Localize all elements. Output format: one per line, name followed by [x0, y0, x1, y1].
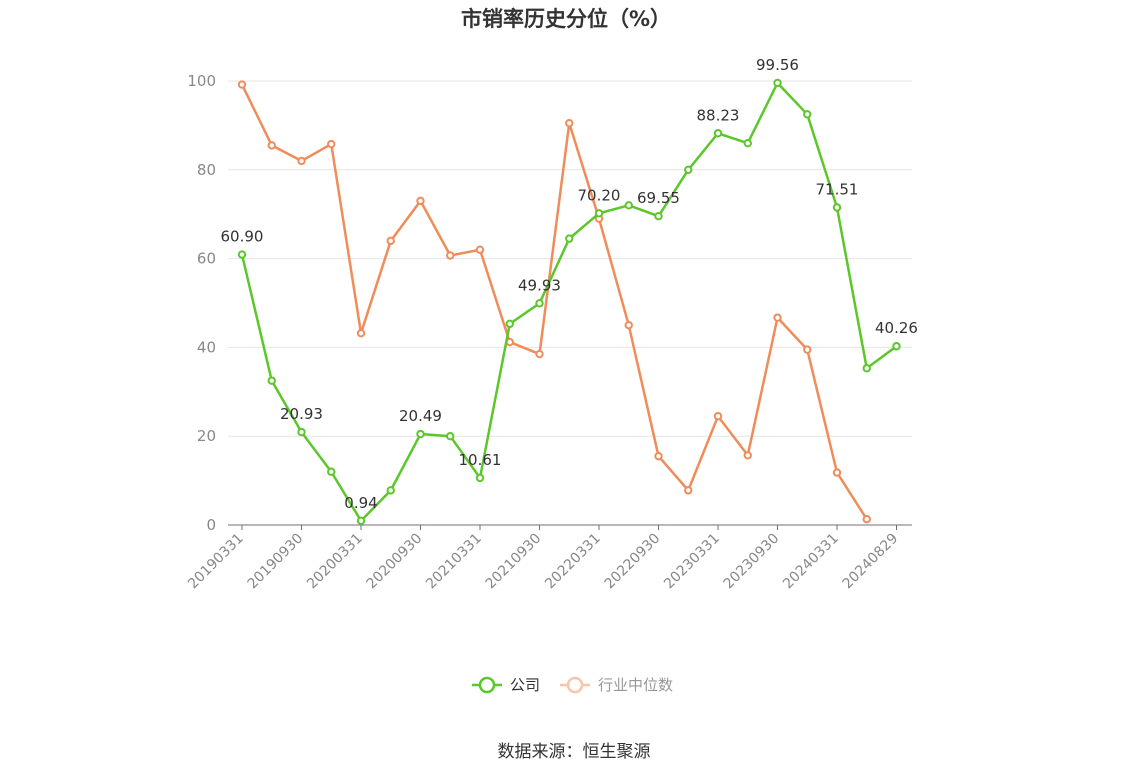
x-tick-label: 20210930: [483, 531, 545, 593]
data-label: 20.49: [399, 407, 442, 425]
data-point[interactable]: [654, 211, 663, 221]
data-point[interactable]: [713, 412, 723, 421]
y-tick-label: 60: [197, 250, 216, 268]
legend-marker: [566, 676, 584, 694]
data-point[interactable]: [535, 299, 544, 308]
data-point[interactable]: [327, 467, 336, 476]
data-point[interactable]: [743, 451, 752, 460]
data-point[interactable]: [356, 328, 366, 338]
data-point[interactable]: [237, 80, 247, 89]
data-point[interactable]: [624, 201, 633, 210]
data-point[interactable]: [446, 251, 455, 260]
data-point[interactable]: [475, 245, 485, 254]
data-label: 0.94: [344, 494, 377, 512]
y-axis: 0 20 40 60 80 100: [187, 72, 216, 534]
x-tick-label: 20240829: [840, 531, 902, 593]
grid-lines: [228, 80, 912, 437]
data-point[interactable]: [862, 515, 871, 524]
series-line-1: [240, 84, 868, 520]
data-point[interactable]: [267, 141, 276, 150]
data-point[interactable]: [773, 78, 782, 88]
data-point[interactable]: [446, 432, 455, 441]
source-note: 数据来源：恒生聚源: [498, 742, 651, 762]
data-point[interactable]: [594, 209, 604, 218]
data-point[interactable]: [475, 473, 485, 483]
data-point[interactable]: [416, 196, 425, 206]
y-tick-label: 80: [197, 161, 216, 179]
x-tick-label: 20200930: [364, 531, 426, 593]
chart-title: 市销率历史分位（%）: [461, 7, 671, 31]
data-label: 70.20: [578, 186, 621, 204]
legend-marker: [478, 676, 496, 694]
series-line-0: [240, 81, 898, 523]
data-point[interactable]: [832, 203, 842, 212]
data-point[interactable]: [565, 118, 574, 128]
data-point[interactable]: [773, 313, 782, 322]
x-tick-label: 20190930: [245, 531, 307, 593]
legend-label: 行业中位数: [598, 676, 673, 694]
data-point[interactable]: [297, 156, 306, 166]
data-label: 71.51: [816, 180, 859, 198]
data-label: 69.55: [637, 189, 680, 207]
y-tick-label: 100: [187, 72, 216, 90]
data-point[interactable]: [237, 250, 247, 259]
legend-item-1[interactable]: 行业中位数: [560, 676, 673, 694]
data-label: 40.26: [875, 319, 918, 337]
data-point[interactable]: [535, 349, 544, 359]
x-tick-label: 20230930: [721, 531, 783, 593]
data-label: 60.90: [221, 228, 264, 246]
data-point[interactable]: [505, 319, 514, 329]
x-tick-label: 20190331: [185, 531, 247, 593]
data-point[interactable]: [892, 342, 901, 351]
x-tick-label: 20210331: [423, 531, 485, 593]
data-label: 88.23: [697, 106, 740, 124]
data-point[interactable]: [832, 468, 842, 477]
data-point[interactable]: [416, 429, 425, 439]
data-point[interactable]: [624, 321, 633, 330]
x-tick-label: 20220331: [542, 531, 604, 593]
data-point[interactable]: [297, 427, 306, 437]
data-point[interactable]: [713, 129, 723, 138]
data-point[interactable]: [684, 486, 693, 495]
x-tick-label: 20200331: [304, 531, 366, 593]
data-labels: 60.90 20.93 0.94 20.49 10.61 49.93 70.20 69.55 8…: [221, 56, 918, 512]
data-point[interactable]: [862, 364, 871, 373]
data-label: 10.61: [459, 451, 502, 469]
data-point[interactable]: [654, 451, 663, 461]
legend-item-0[interactable]: 公司: [472, 676, 540, 694]
x-tick-label: 20220930: [602, 531, 664, 593]
x-axis: 2019033120190930202003312020093020210331…: [185, 524, 912, 593]
data-point[interactable]: [565, 234, 574, 243]
y-tick-label: 0: [206, 516, 216, 534]
legend-label: 公司: [510, 676, 540, 694]
y-tick-label: 20: [197, 427, 216, 445]
data-label: 49.93: [518, 276, 561, 294]
data-label: 20.93: [280, 405, 323, 423]
x-tick-label: 20230331: [661, 531, 723, 593]
x-tick-label: 20240331: [780, 531, 842, 593]
data-point[interactable]: [386, 236, 395, 246]
series-group: [237, 78, 901, 526]
data-point[interactable]: [684, 165, 693, 175]
data-point[interactable]: [356, 516, 366, 526]
data-point[interactable]: [743, 138, 752, 148]
data-point[interactable]: [803, 345, 812, 354]
data-label: 99.56: [756, 56, 799, 74]
data-point[interactable]: [386, 486, 395, 495]
data-point[interactable]: [803, 110, 812, 119]
data-point[interactable]: [327, 139, 336, 149]
legend[interactable]: 公司 行业中位数: [472, 676, 673, 694]
y-tick-label: 40: [197, 338, 216, 356]
data-point[interactable]: [267, 376, 276, 385]
